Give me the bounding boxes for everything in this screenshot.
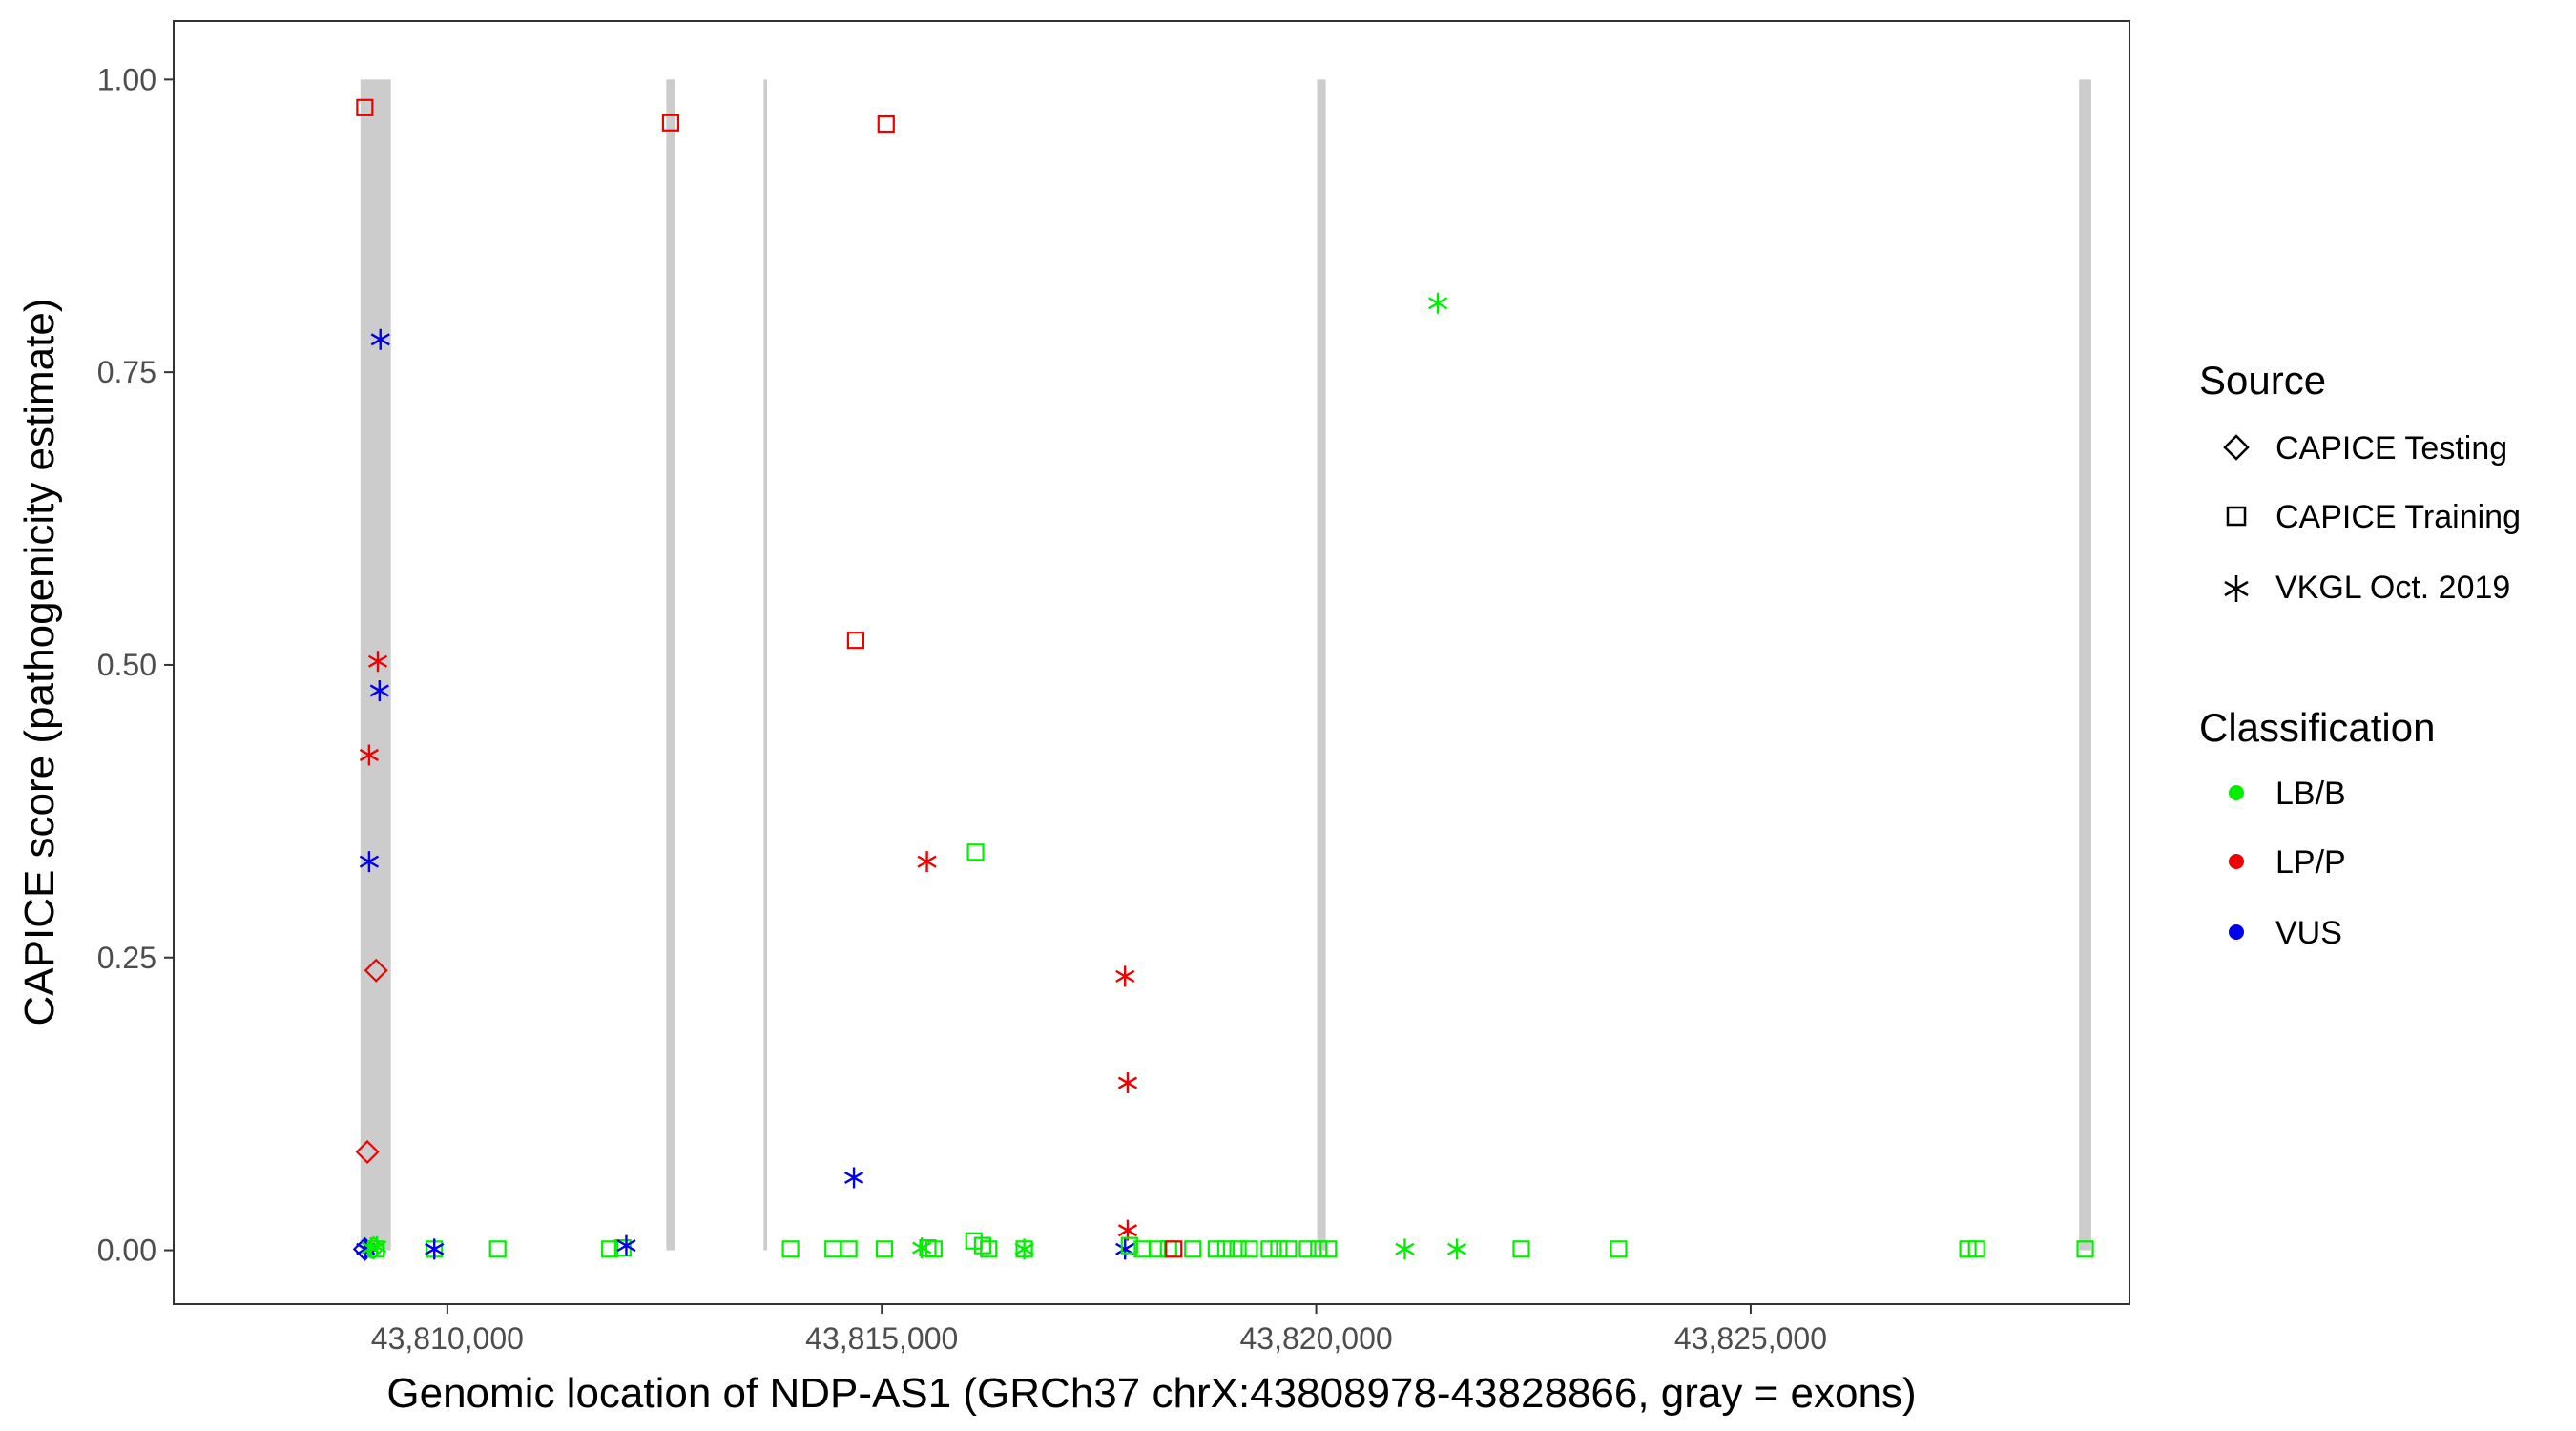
point-vkgl: [1447, 1238, 1467, 1260]
point-testing: [355, 1139, 380, 1165]
point-training: [965, 1232, 983, 1250]
x-tick-label: 43,815,000: [805, 1321, 958, 1356]
point-training: [1216, 1240, 1235, 1258]
point-training: [1240, 1240, 1258, 1258]
point-training: [488, 1240, 507, 1258]
dot-icon: [2229, 924, 2244, 940]
legend-classification: Classification LB/B LP/P VUS: [2199, 705, 2435, 951]
square-icon: [2226, 506, 2247, 527]
exon-band-5: [2079, 79, 2091, 1251]
point-training: [840, 1240, 858, 1258]
point-vkgl: [843, 1167, 864, 1189]
point-training: [2076, 1240, 2094, 1258]
exon-band-3: [763, 79, 768, 1251]
legend-item-lp-p: LP/P: [2229, 844, 2346, 881]
point-vkgl: [369, 679, 389, 701]
point-vkgl: [370, 328, 390, 350]
point-training: [1959, 1240, 1977, 1258]
point-training: [966, 843, 985, 861]
point-training: [1229, 1240, 1247, 1258]
legend-source: Source CAPICE Testing CAPICE Training VK…: [2199, 358, 2521, 606]
point-vkgl: [616, 1234, 636, 1256]
point-training: [846, 632, 865, 650]
point-vkgl: [1427, 292, 1448, 314]
point-training: [356, 98, 374, 116]
point-training: [1310, 1240, 1328, 1258]
exon-band-2: [666, 79, 675, 1251]
point-vkgl: [359, 851, 380, 873]
point-training: [877, 114, 895, 134]
point-training: [1165, 1240, 1183, 1258]
legend-item-capice-testing: CAPICE Testing: [2223, 430, 2507, 467]
legend-item-label: LB/B: [2275, 776, 2346, 812]
y-axis: 0.00 0.25 0.50 0.75 1.00: [97, 62, 174, 1268]
asterisk-icon: [2224, 575, 2249, 602]
legend-classification-title: Classification: [2199, 705, 2435, 750]
point-training: [1967, 1240, 1985, 1258]
legend-item-label: CAPICE Testing: [2275, 430, 2507, 467]
point-training: [924, 1240, 943, 1258]
point-training: [1512, 1240, 1530, 1258]
y-tick-label: 0.00: [97, 1234, 156, 1268]
legend-item-vkgl-oct-2019: VKGL Oct. 2019: [2224, 570, 2510, 606]
point-testing: [364, 958, 388, 983]
dot-icon: [2229, 785, 2244, 800]
point-training: [1148, 1240, 1167, 1258]
point-training: [980, 1240, 998, 1258]
point-vkgl: [425, 1238, 445, 1260]
point-training: [367, 1240, 385, 1258]
point-training: [875, 1240, 894, 1258]
point-vkgl: [1117, 1072, 1138, 1094]
diamond-icon: [2223, 434, 2250, 461]
x-tick-label: 43,810,000: [371, 1321, 524, 1356]
point-vkgl: [1115, 965, 1135, 987]
point-vkgl: [1395, 1238, 1415, 1260]
x-axis: 43,810,000 43,815,000 43,820,000 43,825,000: [371, 1304, 1827, 1356]
legend-source-title: Source: [2199, 358, 2326, 403]
x-tick-label: 43,820,000: [1240, 1321, 1393, 1356]
y-tick-label: 0.75: [97, 355, 156, 389]
point-training: [1319, 1240, 1338, 1258]
legend-item-lb-b: LB/B: [2229, 776, 2346, 812]
point-training: [601, 1240, 619, 1258]
point-training: [661, 114, 680, 132]
plot-panel-border: [173, 20, 2130, 1305]
legend-item-label: VKGL Oct. 2019: [2275, 570, 2510, 606]
point-vkgl: [1115, 1238, 1135, 1260]
point-training: [781, 1240, 800, 1258]
point-vkgl: [912, 1237, 932, 1259]
legend-item-label: VUS: [2275, 915, 2342, 951]
point-training: [1279, 1240, 1298, 1258]
x-tick-label: 43,825,000: [1674, 1321, 1827, 1356]
legend-item-vus: VUS: [2229, 915, 2342, 951]
point-vkgl: [917, 851, 937, 873]
exon-bands: [360, 79, 2091, 1251]
point-training: [1207, 1240, 1225, 1258]
legend-item-label: LP/P: [2275, 844, 2346, 881]
point-training: [1298, 1240, 1317, 1258]
y-tick-label: 1.00: [97, 62, 156, 96]
point-training: [1610, 1240, 1628, 1258]
y-tick-label: 0.25: [97, 941, 156, 975]
legend-item-label: CAPICE Training: [2275, 499, 2521, 535]
x-axis-title: Genomic location of NDP-AS1 (GRCh37 chrX…: [386, 1370, 1916, 1417]
data-points: [352, 98, 2094, 1261]
y-tick-label: 0.50: [97, 648, 156, 682]
exon-band-1: [360, 79, 391, 1251]
point-vkgl: [1014, 1238, 1034, 1260]
point-vkgl: [367, 651, 388, 673]
dot-icon: [2229, 854, 2244, 869]
point-training: [1260, 1240, 1278, 1258]
point-training: [1159, 1240, 1177, 1258]
point-training: [1120, 1236, 1138, 1255]
point-training: [1270, 1240, 1288, 1258]
point-training: [1184, 1240, 1202, 1258]
point-vkgl: [359, 744, 380, 766]
point-training: [824, 1240, 842, 1258]
legend-item-capice-training: CAPICE Training: [2226, 499, 2521, 535]
y-axis-title: CAPICE score (pathogenicity estimate): [16, 299, 63, 1027]
exon-band-4: [1317, 79, 1326, 1251]
point-training: [973, 1236, 991, 1255]
